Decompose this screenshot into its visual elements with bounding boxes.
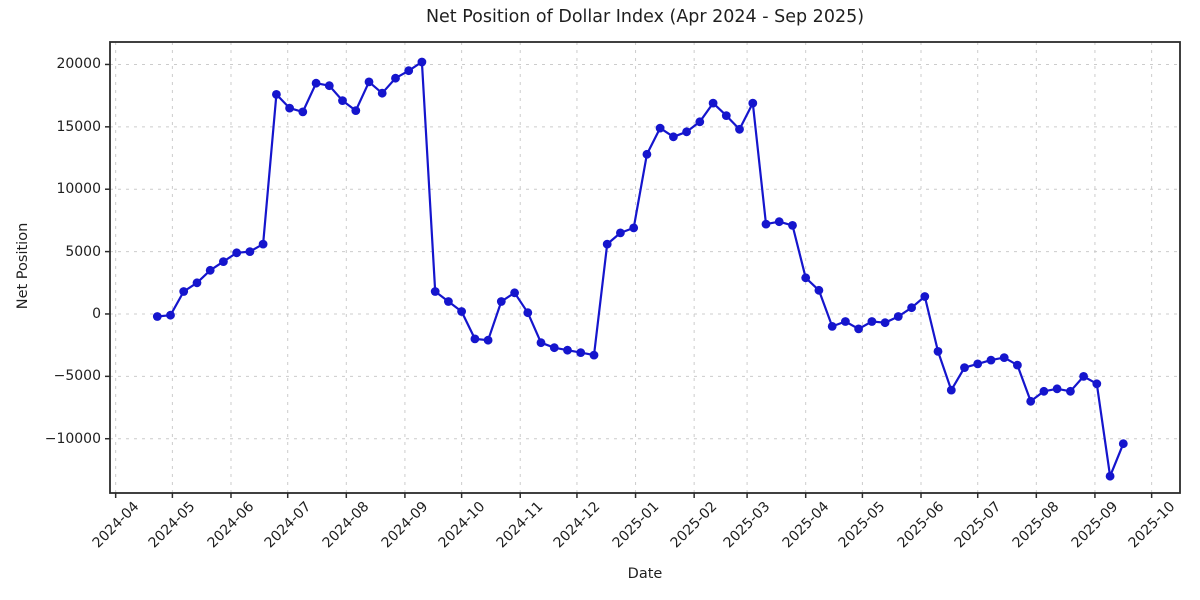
data-point <box>854 324 863 334</box>
data-point <box>232 248 242 258</box>
data-point <box>1052 384 1062 394</box>
data-point <box>695 117 705 127</box>
data-point <box>258 239 268 249</box>
data-point <box>324 81 334 91</box>
data-point <box>748 98 758 108</box>
data-point <box>589 350 599 360</box>
data-point <box>179 287 189 296</box>
data-point <box>893 312 903 321</box>
data-point <box>510 288 519 298</box>
x-axis-label: Date <box>627 566 663 582</box>
data-point <box>602 239 612 249</box>
data-point <box>629 223 639 233</box>
data-point <box>470 334 480 344</box>
data-point <box>311 78 321 88</box>
data-point <box>1039 386 1049 396</box>
data-point <box>166 310 175 320</box>
data-point <box>417 57 427 67</box>
data-point <box>1066 386 1075 396</box>
data-point <box>986 355 996 365</box>
data-point <box>430 287 440 296</box>
data-point <box>880 318 890 328</box>
data-point <box>761 219 771 229</box>
data-point <box>563 345 572 355</box>
data-point <box>933 347 943 356</box>
data-point <box>616 228 625 238</box>
data-line <box>156 60 1125 478</box>
data-point <box>272 90 281 99</box>
y-tick-label: 10000 <box>56 181 101 198</box>
y-tick-label: −5000 <box>53 368 101 385</box>
data-point <box>973 359 983 369</box>
data-point <box>404 66 414 76</box>
data-point <box>351 106 361 115</box>
chart-title: Net Position of Dollar Index (Apr 2024 -… <box>425 7 865 27</box>
data-point <box>774 217 784 227</box>
y-tick-label: 15000 <box>56 118 101 135</box>
data-point <box>946 385 956 395</box>
data-point <box>708 98 718 108</box>
data-point <box>338 96 347 105</box>
data-point <box>721 111 731 120</box>
data-point <box>523 308 533 318</box>
data-point <box>192 278 202 288</box>
data-point <box>285 103 294 113</box>
data-point <box>444 297 453 306</box>
data-point <box>1079 372 1088 381</box>
data-point <box>391 73 400 83</box>
data-point <box>735 124 744 134</box>
data-point <box>1013 360 1022 370</box>
data-point <box>152 312 162 321</box>
data-point <box>682 127 691 137</box>
data-point <box>205 265 215 275</box>
data-point <box>841 317 850 326</box>
data-point <box>364 77 374 87</box>
plot-border <box>109 41 1181 494</box>
data-point <box>907 303 916 313</box>
data-point <box>960 363 969 372</box>
data-point <box>788 221 797 230</box>
data-point <box>814 285 824 295</box>
data-point <box>483 335 493 345</box>
y-tick-label: 20000 <box>56 56 101 73</box>
data-point <box>1026 396 1036 406</box>
data-point <box>377 88 387 98</box>
data-point <box>549 343 559 353</box>
y-tick-label: 0 <box>92 305 101 322</box>
data-point <box>827 322 837 331</box>
data-point <box>867 317 877 326</box>
data-point <box>655 123 665 133</box>
data-point <box>536 338 546 348</box>
data-point <box>1092 379 1102 389</box>
data-point <box>999 353 1009 362</box>
data-point <box>245 247 255 256</box>
data-point <box>298 107 308 117</box>
data-point <box>642 149 652 159</box>
data-point <box>669 132 678 142</box>
data-point <box>496 297 506 306</box>
data-point <box>801 273 811 283</box>
data-point <box>219 257 228 266</box>
y-tick-label: 5000 <box>65 243 101 260</box>
y-tick-label: −10000 <box>44 430 101 447</box>
data-point <box>1118 439 1128 449</box>
data-point <box>920 292 930 301</box>
data-point <box>576 348 586 357</box>
data-point <box>1105 471 1115 481</box>
data-point <box>457 307 466 316</box>
